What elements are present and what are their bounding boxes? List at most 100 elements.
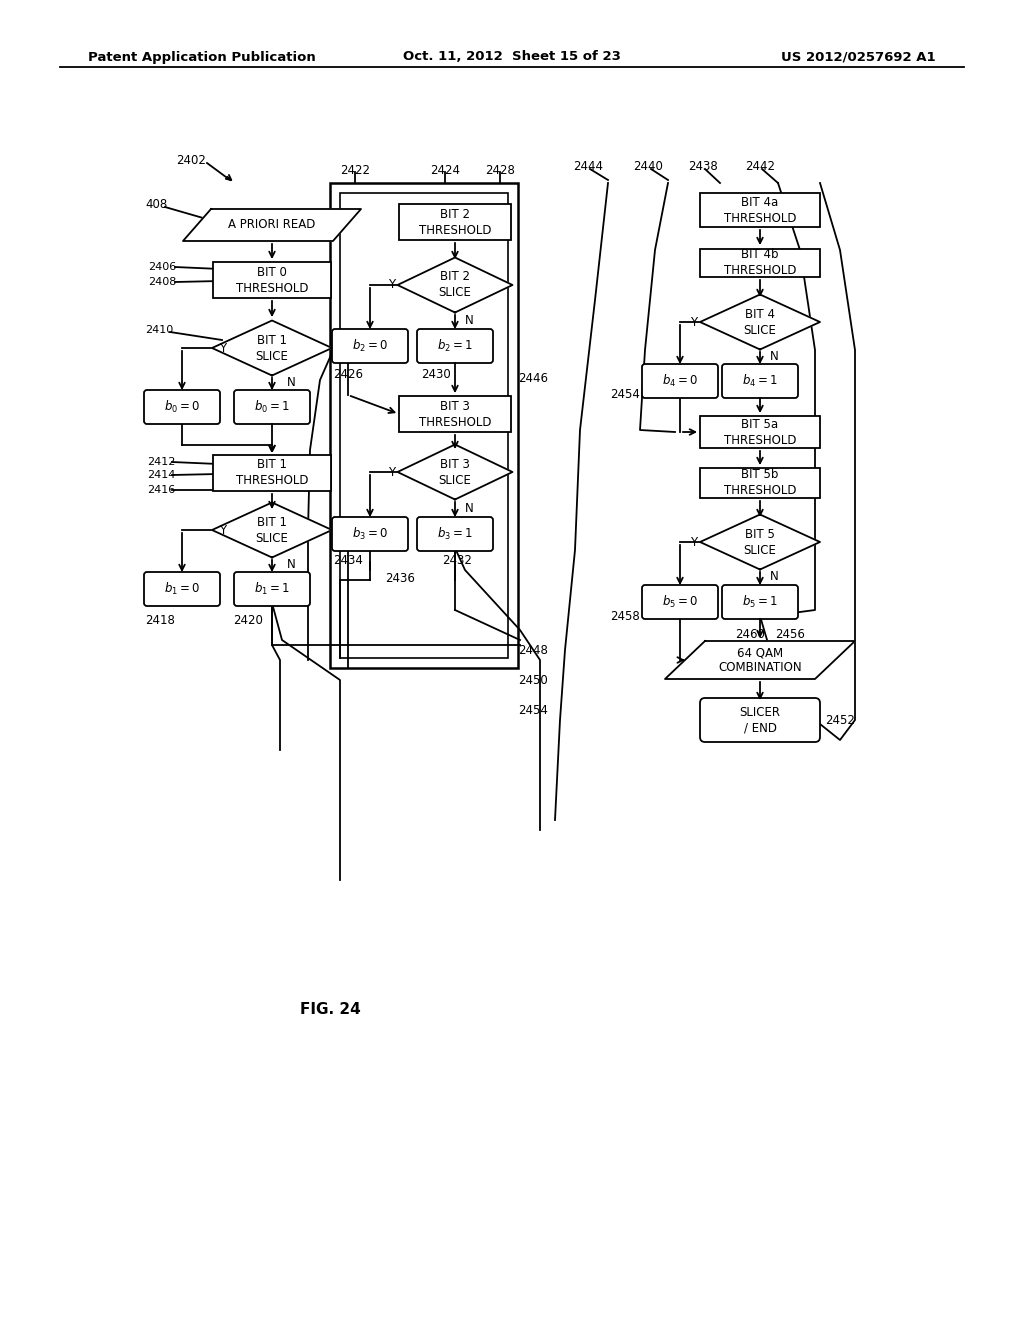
Text: 2442: 2442 (745, 161, 775, 173)
Text: 2446: 2446 (518, 371, 548, 384)
FancyBboxPatch shape (144, 572, 220, 606)
FancyBboxPatch shape (700, 469, 820, 498)
Polygon shape (397, 445, 512, 499)
Text: US 2012/0257692 A1: US 2012/0257692 A1 (781, 50, 936, 63)
Text: BIT 2
SLICE: BIT 2 SLICE (438, 271, 471, 300)
Text: Y: Y (388, 279, 395, 292)
Text: 408: 408 (145, 198, 167, 211)
Text: 2424: 2424 (430, 164, 460, 177)
Text: $b_2 = 0$: $b_2 = 0$ (352, 338, 388, 354)
FancyBboxPatch shape (332, 329, 408, 363)
Text: BIT 5b
THRESHOLD: BIT 5b THRESHOLD (724, 469, 797, 498)
Text: 2458: 2458 (610, 610, 640, 623)
Text: $b_1 = 0$: $b_1 = 0$ (164, 581, 200, 597)
Text: Y: Y (219, 524, 226, 536)
Text: 2456: 2456 (775, 628, 805, 642)
Text: BIT 1
SLICE: BIT 1 SLICE (256, 334, 289, 363)
Text: Y: Y (219, 342, 226, 355)
Text: BIT 5a
THRESHOLD: BIT 5a THRESHOLD (724, 417, 797, 446)
Text: Y: Y (690, 536, 697, 549)
Text: BIT 3
SLICE: BIT 3 SLICE (438, 458, 471, 487)
Text: $b_1 = 1$: $b_1 = 1$ (254, 581, 290, 597)
Text: 2410: 2410 (145, 325, 173, 335)
Text: 2426: 2426 (333, 368, 362, 381)
Text: 2412: 2412 (147, 457, 175, 467)
Text: 2450: 2450 (518, 673, 548, 686)
Text: Oct. 11, 2012  Sheet 15 of 23: Oct. 11, 2012 Sheet 15 of 23 (403, 50, 621, 63)
Polygon shape (212, 321, 332, 375)
FancyBboxPatch shape (234, 389, 310, 424)
Text: $b_3 = 1$: $b_3 = 1$ (437, 525, 473, 543)
Text: 2406: 2406 (148, 261, 176, 272)
FancyBboxPatch shape (642, 585, 718, 619)
Text: N: N (287, 376, 296, 389)
Text: 2444: 2444 (573, 161, 603, 173)
Text: 2440: 2440 (633, 161, 663, 173)
FancyBboxPatch shape (700, 249, 820, 277)
FancyBboxPatch shape (642, 364, 718, 399)
Text: BIT 4a
THRESHOLD: BIT 4a THRESHOLD (724, 195, 797, 224)
Text: $b_0 = 0$: $b_0 = 0$ (164, 399, 200, 414)
Polygon shape (397, 257, 512, 313)
FancyBboxPatch shape (700, 193, 820, 227)
FancyBboxPatch shape (399, 205, 511, 240)
Polygon shape (183, 209, 361, 242)
Text: 2436: 2436 (385, 572, 415, 585)
Text: 2434: 2434 (333, 553, 362, 566)
Text: N: N (465, 502, 474, 515)
Text: 2422: 2422 (340, 164, 370, 177)
Text: 64 QAM
COMBINATION: 64 QAM COMBINATION (718, 645, 802, 675)
Text: BIT 4
SLICE: BIT 4 SLICE (743, 308, 776, 337)
Text: BIT 1
SLICE: BIT 1 SLICE (256, 516, 289, 544)
Text: BIT 1
THRESHOLD: BIT 1 THRESHOLD (236, 458, 308, 487)
Text: 2448: 2448 (518, 644, 548, 656)
Polygon shape (700, 515, 820, 569)
Polygon shape (212, 503, 332, 557)
Text: $b_4 = 0$: $b_4 = 0$ (662, 374, 698, 389)
Text: 2452: 2452 (825, 714, 855, 726)
Text: 2428: 2428 (485, 164, 515, 177)
Text: $b_0 = 1$: $b_0 = 1$ (254, 399, 290, 414)
Text: Y: Y (690, 315, 697, 329)
FancyBboxPatch shape (213, 455, 331, 491)
Text: $b_3 = 0$: $b_3 = 0$ (352, 525, 388, 543)
Text: 2438: 2438 (688, 161, 718, 173)
Text: BIT 0
THRESHOLD: BIT 0 THRESHOLD (236, 265, 308, 294)
FancyBboxPatch shape (399, 396, 511, 432)
Text: N: N (770, 351, 778, 363)
Text: $b_2 = 1$: $b_2 = 1$ (437, 338, 473, 354)
Text: Patent Application Publication: Patent Application Publication (88, 50, 315, 63)
Text: $b_4 = 1$: $b_4 = 1$ (742, 374, 778, 389)
Text: Y: Y (388, 466, 395, 479)
FancyBboxPatch shape (722, 585, 798, 619)
Text: BIT 3
THRESHOLD: BIT 3 THRESHOLD (419, 400, 492, 429)
Text: N: N (287, 558, 296, 572)
Text: 2418: 2418 (145, 614, 175, 627)
FancyBboxPatch shape (332, 517, 408, 550)
Text: 2402: 2402 (176, 153, 206, 166)
Text: BIT 2
THRESHOLD: BIT 2 THRESHOLD (419, 207, 492, 236)
FancyBboxPatch shape (213, 261, 331, 298)
Polygon shape (665, 642, 855, 678)
FancyBboxPatch shape (417, 329, 493, 363)
Text: FIG. 24: FIG. 24 (300, 1002, 360, 1018)
Text: 2416: 2416 (147, 484, 175, 495)
FancyBboxPatch shape (417, 517, 493, 550)
Text: $b_5 = 0$: $b_5 = 0$ (662, 594, 698, 610)
Text: BIT 4b
THRESHOLD: BIT 4b THRESHOLD (724, 248, 797, 277)
Text: $b_5 = 1$: $b_5 = 1$ (742, 594, 778, 610)
Text: 2432: 2432 (442, 553, 472, 566)
Text: 2420: 2420 (233, 614, 263, 627)
Text: 2454: 2454 (610, 388, 640, 401)
Text: SLICER
/ END: SLICER / END (739, 705, 780, 734)
FancyBboxPatch shape (234, 572, 310, 606)
FancyBboxPatch shape (722, 364, 798, 399)
Text: 2454: 2454 (518, 704, 548, 717)
FancyBboxPatch shape (144, 389, 220, 424)
Text: 2430: 2430 (421, 368, 451, 381)
FancyBboxPatch shape (700, 416, 820, 447)
Text: BIT 5
SLICE: BIT 5 SLICE (743, 528, 776, 557)
Text: 2414: 2414 (147, 470, 175, 480)
Text: N: N (465, 314, 474, 326)
Text: 2408: 2408 (148, 277, 176, 286)
